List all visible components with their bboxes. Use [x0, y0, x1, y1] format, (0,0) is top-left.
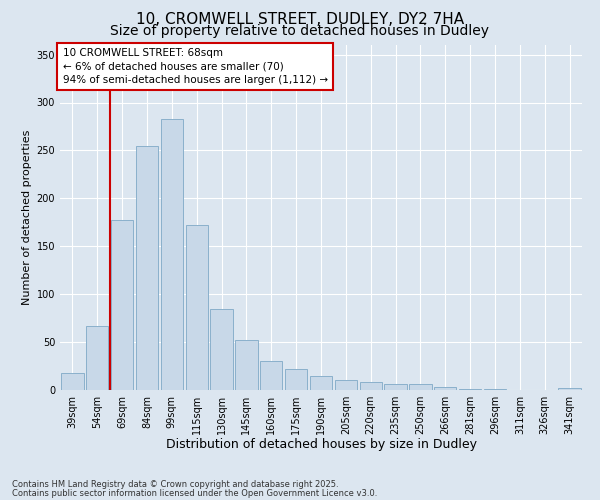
Y-axis label: Number of detached properties: Number of detached properties	[22, 130, 32, 305]
Text: 10 CROMWELL STREET: 68sqm
← 6% of detached houses are smaller (70)
94% of semi-d: 10 CROMWELL STREET: 68sqm ← 6% of detach…	[62, 48, 328, 85]
Bar	[260, 361, 283, 390]
Bar	[136, 146, 158, 390]
Bar	[86, 326, 109, 390]
X-axis label: Distribution of detached houses by size in Dudley: Distribution of detached houses by size …	[166, 438, 476, 452]
Bar	[434, 387, 457, 390]
Bar	[161, 119, 183, 390]
Bar	[61, 373, 83, 390]
Bar	[235, 340, 257, 390]
Text: Size of property relative to detached houses in Dudley: Size of property relative to detached ho…	[110, 24, 490, 38]
Text: Contains public sector information licensed under the Open Government Licence v3: Contains public sector information licen…	[12, 488, 377, 498]
Bar	[385, 384, 407, 390]
Bar	[484, 389, 506, 390]
Text: 10, CROMWELL STREET, DUDLEY, DY2 7HA: 10, CROMWELL STREET, DUDLEY, DY2 7HA	[136, 12, 464, 28]
Bar	[559, 388, 581, 390]
Bar	[211, 308, 233, 390]
Bar	[111, 220, 133, 390]
Bar	[359, 382, 382, 390]
Text: Contains HM Land Registry data © Crown copyright and database right 2025.: Contains HM Land Registry data © Crown c…	[12, 480, 338, 489]
Bar	[310, 376, 332, 390]
Bar	[335, 380, 357, 390]
Bar	[409, 384, 431, 390]
Bar	[285, 369, 307, 390]
Bar	[459, 389, 481, 390]
Bar	[185, 225, 208, 390]
